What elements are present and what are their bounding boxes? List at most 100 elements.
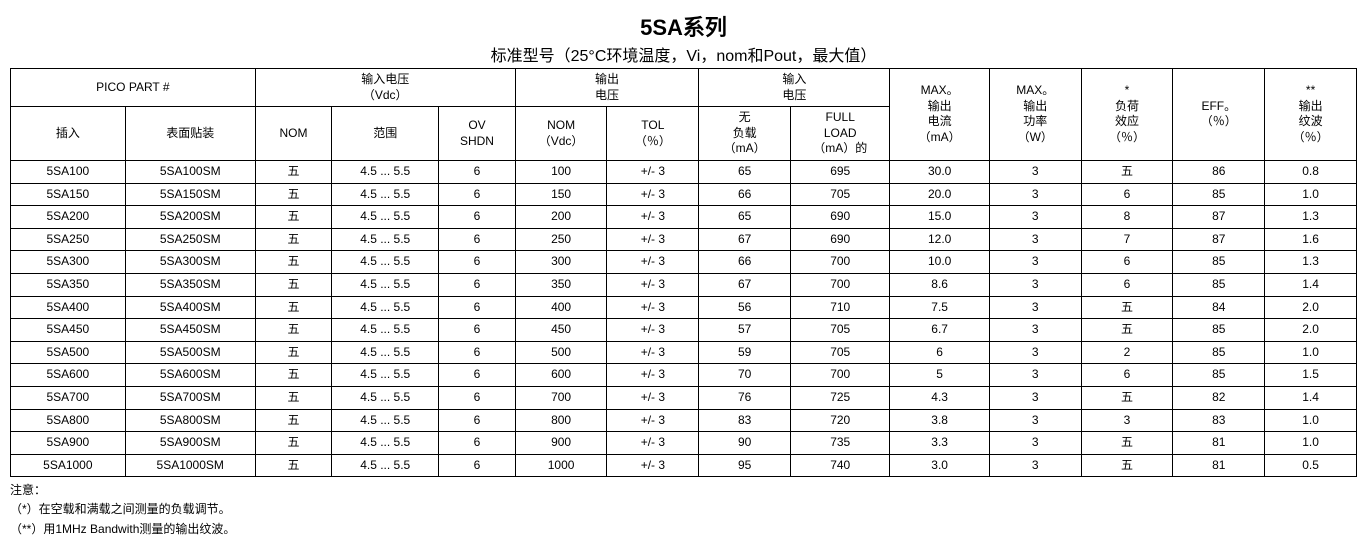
cell-eff: 87 [1173, 206, 1265, 229]
cell-load: 五 [1081, 319, 1173, 342]
cell-maxi: 6.7 [890, 319, 989, 342]
cell-tol: +/- 3 [607, 432, 699, 455]
cell-plugin: 5SA1000 [11, 454, 126, 477]
cell-load: 6 [1081, 364, 1173, 387]
cell-rip: 2.0 [1265, 296, 1357, 319]
cell-fl: 705 [791, 341, 890, 364]
cell-load: 五 [1081, 160, 1173, 183]
cell-tol: +/- 3 [607, 454, 699, 477]
cell-nom: 五 [255, 183, 331, 206]
cell-plugin: 5SA350 [11, 273, 126, 296]
cell-tol: +/- 3 [607, 386, 699, 409]
cell-tol: +/- 3 [607, 341, 699, 364]
cell-maxi: 5 [890, 364, 989, 387]
cell-maxp: 3 [989, 160, 1081, 183]
cell-range: 4.5 ... 5.5 [332, 386, 439, 409]
cell-nl: 65 [699, 206, 791, 229]
cell-fl: 700 [791, 273, 890, 296]
cell-out_nom: 800 [515, 409, 607, 432]
table-row: 5SA5005SA500SM五4.5 ... 5.56500+/- 359705… [11, 341, 1357, 364]
cell-out_nom: 500 [515, 341, 607, 364]
cell-ov: 6 [439, 364, 515, 387]
cell-load: 五 [1081, 432, 1173, 455]
cell-sm: 5SA450SM [125, 319, 255, 342]
cell-fl: 705 [791, 319, 890, 342]
cell-sm: 5SA700SM [125, 386, 255, 409]
cell-sm: 5SA400SM [125, 296, 255, 319]
cell-nl: 56 [699, 296, 791, 319]
cell-ov: 6 [439, 228, 515, 251]
cell-fl: 705 [791, 183, 890, 206]
cell-tol: +/- 3 [607, 319, 699, 342]
hdr-max-out-i: MAX。输出电流（mA） [890, 69, 989, 161]
cell-range: 4.5 ... 5.5 [332, 160, 439, 183]
cell-plugin: 5SA450 [11, 319, 126, 342]
cell-maxp: 3 [989, 319, 1081, 342]
cell-nl: 66 [699, 183, 791, 206]
cell-maxi: 3.3 [890, 432, 989, 455]
cell-nom: 五 [255, 409, 331, 432]
cell-sm: 5SA100SM [125, 160, 255, 183]
cell-eff: 85 [1173, 341, 1265, 364]
cell-nom: 五 [255, 228, 331, 251]
cell-fl: 700 [791, 251, 890, 274]
cell-rip: 1.0 [1265, 341, 1357, 364]
spec-table: PICO PART # 输入电压（Vdc） 输出电压 输入电压 MAX。输出电流… [10, 68, 1357, 477]
cell-ov: 6 [439, 296, 515, 319]
cell-rip: 1.3 [1265, 206, 1357, 229]
cell-eff: 85 [1173, 251, 1265, 274]
cell-nom: 五 [255, 319, 331, 342]
hdr-input-current: 输入电压 [699, 69, 890, 107]
table-row: 5SA2005SA200SM五4.5 ... 5.56200+/- 365690… [11, 206, 1357, 229]
table-row: 5SA3505SA350SM五4.5 ... 5.56350+/- 367700… [11, 273, 1357, 296]
hdr-range: 范围 [332, 107, 439, 161]
cell-load: 五 [1081, 386, 1173, 409]
cell-range: 4.5 ... 5.5 [332, 228, 439, 251]
cell-rip: 1.6 [1265, 228, 1357, 251]
cell-fl: 690 [791, 206, 890, 229]
cell-load: 8 [1081, 206, 1173, 229]
hdr-plugin: 插入 [11, 107, 126, 161]
cell-nl: 59 [699, 341, 791, 364]
cell-sm: 5SA1000SM [125, 454, 255, 477]
cell-range: 4.5 ... 5.5 [332, 251, 439, 274]
cell-ov: 6 [439, 206, 515, 229]
cell-fl: 735 [791, 432, 890, 455]
cell-plugin: 5SA250 [11, 228, 126, 251]
cell-eff: 86 [1173, 160, 1265, 183]
cell-nom: 五 [255, 251, 331, 274]
cell-eff: 83 [1173, 409, 1265, 432]
cell-plugin: 5SA600 [11, 364, 126, 387]
cell-maxi: 30.0 [890, 160, 989, 183]
cell-plugin: 5SA150 [11, 183, 126, 206]
cell-nom: 五 [255, 386, 331, 409]
table-row: 5SA7005SA700SM五4.5 ... 5.56700+/- 376725… [11, 386, 1357, 409]
cell-ov: 6 [439, 319, 515, 342]
note-1: （*）在空载和满载之间测量的负载调节。 [10, 500, 1357, 519]
cell-maxp: 3 [989, 386, 1081, 409]
cell-maxi: 4.3 [890, 386, 989, 409]
cell-rip: 2.0 [1265, 319, 1357, 342]
cell-tol: +/- 3 [607, 160, 699, 183]
cell-nl: 70 [699, 364, 791, 387]
cell-maxp: 3 [989, 364, 1081, 387]
cell-maxi: 3.0 [890, 454, 989, 477]
cell-fl: 690 [791, 228, 890, 251]
cell-maxp: 3 [989, 341, 1081, 364]
cell-tol: +/- 3 [607, 183, 699, 206]
cell-maxi: 8.6 [890, 273, 989, 296]
cell-maxi: 7.5 [890, 296, 989, 319]
table-row: 5SA9005SA900SM五4.5 ... 5.56900+/- 390735… [11, 432, 1357, 455]
cell-plugin: 5SA200 [11, 206, 126, 229]
cell-out_nom: 350 [515, 273, 607, 296]
cell-sm: 5SA250SM [125, 228, 255, 251]
table-row: 5SA4005SA400SM五4.5 ... 5.56400+/- 356710… [11, 296, 1357, 319]
cell-rip: 1.0 [1265, 432, 1357, 455]
cell-out_nom: 700 [515, 386, 607, 409]
cell-maxp: 3 [989, 273, 1081, 296]
cell-fl: 740 [791, 454, 890, 477]
cell-maxi: 20.0 [890, 183, 989, 206]
cell-maxi: 3.8 [890, 409, 989, 432]
cell-load: 2 [1081, 341, 1173, 364]
cell-sm: 5SA500SM [125, 341, 255, 364]
